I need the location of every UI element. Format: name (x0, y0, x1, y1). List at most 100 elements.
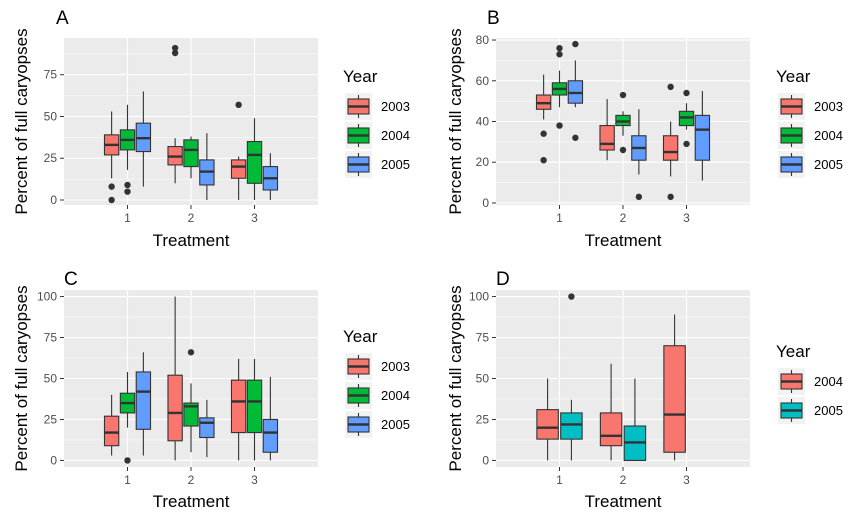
box-plot (199, 133, 215, 200)
y-tick-label: 40 (476, 115, 490, 129)
y-tick-label: 25 (44, 151, 58, 165)
y-tick-label: 75 (44, 68, 58, 82)
box-plot (119, 104, 136, 195)
panel-tag: C (64, 269, 78, 290)
outlier-point (235, 101, 242, 109)
x-tick-label: 2 (620, 473, 627, 487)
box (246, 379, 263, 434)
y-axis-title: Percent of full caryopses (446, 28, 465, 214)
box-plot (246, 118, 263, 200)
legend-title: Year (343, 327, 378, 346)
y-axis-title: Percent of full caryopses (12, 28, 31, 214)
box-plot (103, 394, 120, 456)
outlier-point (124, 457, 131, 464)
legend-label: 2003 (381, 99, 410, 114)
x-axis-title: Treatment (153, 231, 230, 250)
x-tick-label: 1 (556, 211, 563, 225)
legend-label: 2005 (381, 157, 410, 172)
box (230, 379, 247, 434)
y-tick-label: 0 (50, 193, 57, 207)
x-axis-title: Treatment (585, 492, 662, 511)
outlier-point (572, 134, 579, 141)
box (663, 345, 686, 453)
y-axis-title: Percent of full caryopses (446, 285, 465, 471)
box-plot (551, 44, 568, 129)
panel-tag: B (487, 8, 500, 29)
x-tick-label: 1 (124, 211, 131, 225)
box-plot (135, 91, 152, 187)
y-tick-label: 100 (469, 290, 489, 304)
outlier-point (568, 293, 575, 300)
box (599, 412, 623, 447)
outlier-point (667, 193, 674, 201)
y-tick-label: 50 (44, 109, 58, 123)
outlier-point (124, 181, 131, 189)
legend-title: Year (776, 342, 811, 361)
box-plot (535, 74, 552, 164)
panel-c: 0 25 50 75 100 1 2 3 C Treatment Percent of full c… (12, 269, 410, 511)
box-plot (167, 44, 183, 184)
box-plot (262, 376, 279, 461)
box-plot (694, 90, 711, 181)
y-tick-label: 50 (476, 372, 490, 386)
outlier-point (124, 188, 131, 195)
legend-title: Year (776, 67, 811, 86)
outlier-point (619, 146, 627, 154)
box (167, 374, 183, 442)
box (246, 140, 263, 184)
x-tick-label: 3 (251, 211, 258, 225)
box (230, 159, 247, 179)
x-tick-label: 1 (556, 473, 563, 487)
x-tick-label: 3 (683, 211, 690, 225)
box-plot (678, 89, 695, 148)
y-tick-label: 0 (482, 453, 489, 467)
legend-label: 2004 (381, 388, 410, 403)
box (599, 125, 615, 151)
box (560, 412, 583, 440)
box (135, 371, 152, 430)
legend-label: 2004 (814, 128, 843, 143)
box-plot (262, 153, 279, 200)
outlier-point (556, 51, 563, 58)
outlier-point (171, 49, 179, 57)
x-tick-label: 1 (124, 473, 131, 487)
box (662, 135, 679, 161)
outlier-point (572, 40, 579, 48)
outlier-point (540, 156, 547, 164)
legend-label: 2004 (814, 374, 843, 389)
x-tick-label: 3 (683, 473, 690, 487)
box-plot (560, 293, 583, 461)
outlier-point (667, 83, 674, 91)
box-plot (183, 136, 199, 179)
box-plot (230, 358, 247, 461)
outlier-point (683, 140, 690, 148)
box-plot (103, 111, 120, 204)
x-tick-label: 2 (188, 473, 195, 487)
outlier-point (108, 196, 115, 204)
outlier-point (635, 193, 643, 201)
y-axis-title: Percent of full caryopses (12, 285, 31, 471)
y-tick-label: 60 (476, 74, 490, 88)
panel-tag: A (56, 8, 69, 29)
legend-title: Year (343, 67, 378, 86)
box (262, 418, 279, 453)
box-plot (119, 371, 136, 464)
box (694, 114, 711, 161)
x-axis-title: Treatment (153, 492, 230, 511)
y-tick-label: 75 (44, 331, 58, 345)
x-axis-title: Treatment (585, 231, 662, 250)
outlier-point (187, 349, 195, 356)
box-plot (599, 363, 623, 461)
box-plot (623, 378, 647, 461)
box (183, 402, 199, 427)
x-tick-label: 2 (620, 211, 627, 225)
box (199, 417, 215, 439)
box-plot (662, 83, 679, 201)
legend-label: 2005 (381, 417, 410, 432)
outlier-point (171, 44, 179, 52)
box-plot (135, 352, 152, 456)
outlier-point (108, 183, 115, 190)
